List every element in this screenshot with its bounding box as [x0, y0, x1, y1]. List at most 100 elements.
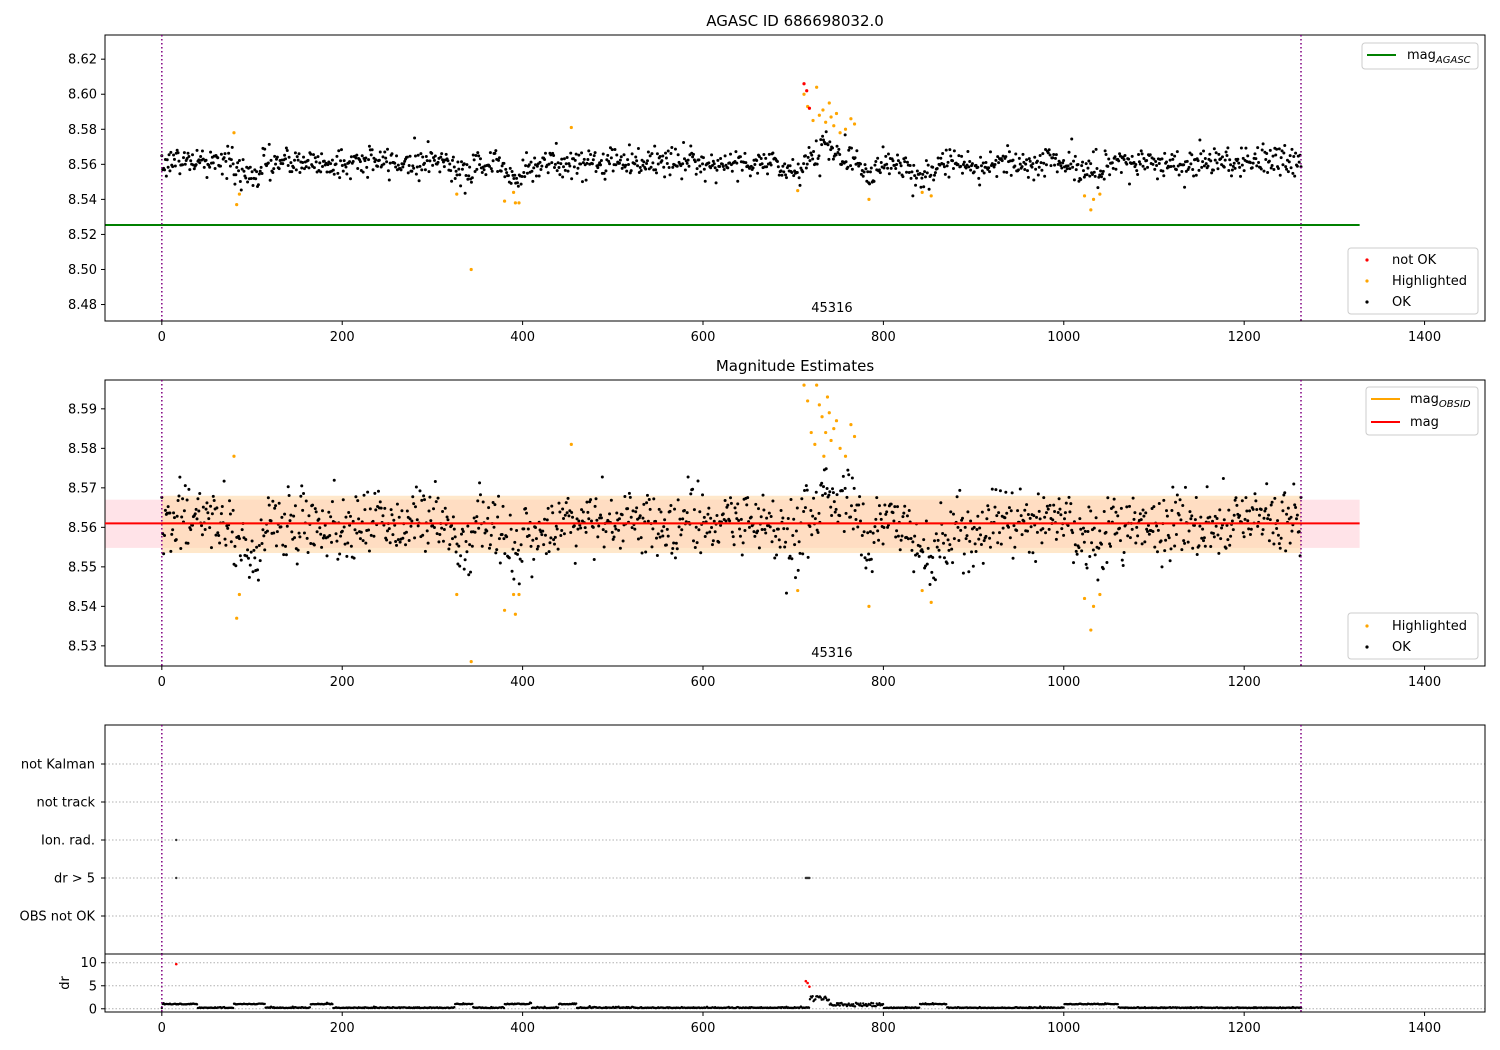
- ok-point: [637, 170, 641, 174]
- ok-point: [172, 516, 176, 520]
- ok-point: [539, 167, 543, 171]
- ok-point: [608, 146, 612, 150]
- ok-point: [1079, 527, 1083, 531]
- ok-point: [1236, 157, 1240, 161]
- ok-point: [884, 154, 888, 158]
- ok-point: [484, 173, 488, 177]
- highlighted-point: [469, 660, 473, 664]
- ok-point: [1216, 167, 1220, 171]
- ok-point: [1204, 162, 1208, 166]
- ok-point: [1101, 169, 1105, 173]
- ok-point: [556, 547, 560, 551]
- highlighted-point: [813, 442, 817, 446]
- ok-point: [174, 538, 178, 542]
- ok-point: [584, 530, 588, 534]
- ok-point: [454, 550, 458, 554]
- ok-point: [1295, 513, 1299, 517]
- ok-point: [1172, 164, 1176, 168]
- x-tick-label: 1000: [1047, 330, 1080, 345]
- ok-point: [267, 142, 271, 146]
- ok-point: [949, 510, 953, 514]
- ok-point: [802, 509, 806, 513]
- ok-point: [1054, 153, 1058, 157]
- ok-point: [1274, 153, 1278, 157]
- ok-point: [883, 503, 887, 507]
- ok-point: [1092, 526, 1096, 530]
- ok-point: [933, 171, 937, 175]
- ok-point: [257, 543, 261, 547]
- ok-point: [998, 489, 1002, 493]
- ok-point: [1088, 555, 1092, 559]
- ok-point: [1276, 519, 1280, 523]
- ok-point: [340, 163, 344, 167]
- highlighted-point: [829, 438, 833, 443]
- ok-point: [1210, 171, 1214, 175]
- ok-point: [325, 554, 329, 558]
- ok-point: [481, 500, 485, 504]
- ok-point: [747, 520, 751, 524]
- ok-point: [1137, 152, 1141, 156]
- ok-point: [1185, 159, 1189, 163]
- ion-rad-flag-point: [175, 838, 178, 842]
- ok-point: [1151, 530, 1155, 534]
- ok-point: [812, 150, 816, 154]
- point-legend: Highlighted OK: [1347, 612, 1479, 660]
- ok-point: [546, 171, 550, 175]
- ok-point: [1062, 533, 1066, 537]
- ok-point: [695, 167, 699, 171]
- axes-frame: [104, 34, 1486, 322]
- legend-marker-ok: [1365, 645, 1369, 649]
- dr-point: [471, 1002, 474, 1005]
- ok-point: [1293, 174, 1297, 178]
- ok-point: [1183, 185, 1187, 189]
- ok-point: [693, 160, 697, 164]
- ok-point: [894, 535, 898, 539]
- ok-point: [358, 537, 362, 541]
- ok-point: [1198, 138, 1202, 142]
- ok-point: [1268, 148, 1272, 152]
- ok-point: [521, 158, 525, 162]
- ok-point: [971, 564, 975, 568]
- flag-category-label: OBS not OK: [20, 910, 96, 925]
- legend-subscript-obsid: OBSID: [1439, 399, 1471, 410]
- ok-point: [554, 141, 558, 145]
- ok-point: [1269, 166, 1273, 170]
- ok-point: [783, 545, 787, 549]
- ok-point: [1152, 157, 1156, 161]
- ok-point: [1045, 504, 1049, 508]
- ok-point: [941, 531, 945, 535]
- ok-point: [905, 160, 909, 164]
- ok-point: [875, 496, 879, 500]
- ok-point: [1171, 485, 1175, 489]
- ok-point: [1148, 153, 1152, 157]
- ok-point: [621, 539, 625, 543]
- ok-point: [796, 568, 800, 572]
- ok-point: [775, 160, 779, 164]
- ok-point: [448, 162, 452, 166]
- ok-point: [767, 152, 771, 156]
- ok-point: [432, 158, 436, 162]
- ok-point: [1175, 493, 1179, 497]
- highlighted-point: [513, 612, 517, 616]
- ok-point: [1222, 518, 1226, 522]
- ok-point: [404, 543, 408, 547]
- ok-point: [1174, 168, 1178, 172]
- legend-marker-not-ok: [1365, 258, 1369, 262]
- ok-point: [1081, 526, 1085, 530]
- ok-point: [1010, 491, 1014, 495]
- ok-point: [262, 534, 266, 538]
- ok-point: [543, 533, 547, 537]
- dr-point: [862, 1002, 865, 1005]
- ok-point: [234, 564, 238, 568]
- ok-point: [1100, 542, 1104, 546]
- ok-point: [1142, 514, 1146, 518]
- ok-point: [1080, 164, 1084, 168]
- ok-point: [995, 514, 999, 518]
- ok-point: [193, 512, 197, 516]
- ok-point: [477, 526, 481, 530]
- ok-point: [1069, 502, 1073, 506]
- ok-point: [1068, 510, 1072, 514]
- ok-point: [515, 552, 519, 556]
- ok-point: [662, 165, 666, 169]
- ok-point: [962, 160, 966, 164]
